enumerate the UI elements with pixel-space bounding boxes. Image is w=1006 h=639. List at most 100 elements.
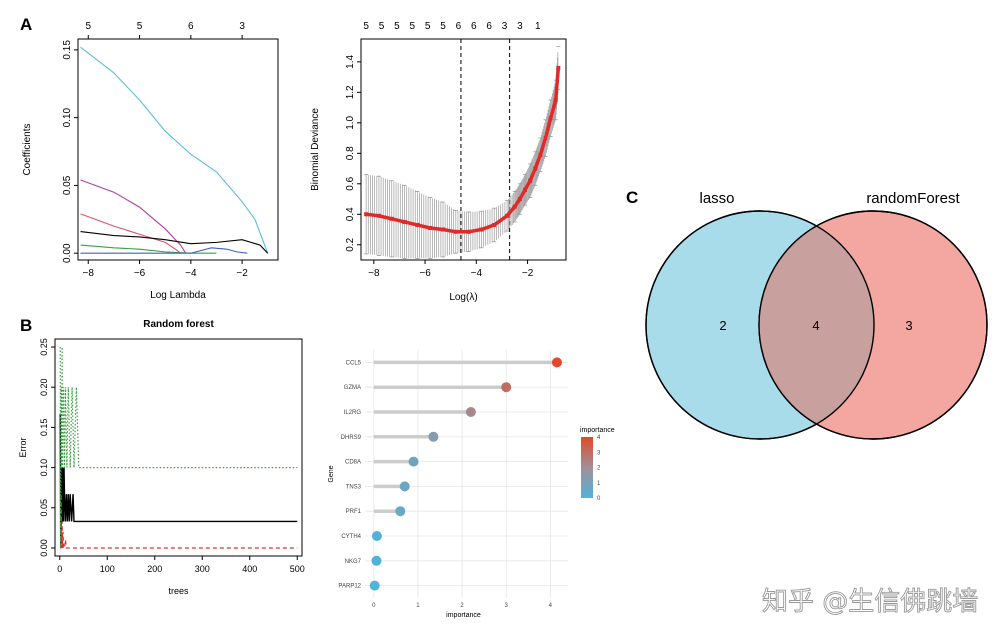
x-tick-label: −2 bbox=[522, 268, 534, 279]
x-tick-label: −4 bbox=[471, 268, 483, 279]
deviance-point bbox=[517, 197, 522, 202]
x-tick-label: 400 bbox=[242, 564, 257, 574]
coef-path-black bbox=[80, 230, 269, 254]
lollipop-point bbox=[369, 580, 380, 591]
x-tick-label: 4 bbox=[549, 603, 553, 609]
error-line-class-1 bbox=[60, 494, 298, 549]
x-tick-label: 500 bbox=[290, 564, 305, 574]
deviance-point bbox=[441, 227, 445, 232]
x-tick-label: 200 bbox=[147, 564, 162, 574]
deviance-point bbox=[505, 213, 510, 218]
top-tick-label: 5 bbox=[137, 21, 143, 32]
x-axis-title: importance bbox=[446, 612, 481, 619]
deviance-point bbox=[389, 216, 394, 221]
top-tick-label: 3 bbox=[239, 21, 245, 32]
y-tick-label: 0.8 bbox=[345, 146, 356, 160]
gene-label: DHRS9 bbox=[341, 435, 362, 441]
gene-label: PRF1 bbox=[346, 509, 362, 515]
coef-path-green bbox=[80, 244, 217, 254]
top-tick-label: 6 bbox=[471, 21, 477, 32]
deviance-point bbox=[548, 116, 553, 121]
chart-title: Random forest bbox=[143, 319, 214, 330]
deviance-point bbox=[538, 152, 543, 157]
y-tick-label: 0.00 bbox=[39, 539, 49, 557]
y-axis-title: Binomial Deviance bbox=[310, 108, 321, 191]
venn-count-lasso-only: 2 bbox=[719, 318, 726, 333]
deviance-point bbox=[402, 219, 407, 224]
y-axis-title: Gene bbox=[328, 465, 335, 482]
legend-colorbar bbox=[581, 437, 593, 498]
gene-label: IL2RG bbox=[344, 410, 362, 416]
venn-count-intersection: 4 bbox=[812, 318, 819, 333]
top-tick-label: 5 bbox=[440, 21, 446, 32]
venn-set-label-randomforest: randomForest bbox=[866, 190, 960, 207]
gene-label: PARP12 bbox=[338, 584, 361, 590]
legend-tick-label: 1 bbox=[597, 481, 601, 487]
venn-count-randomforest-only: 3 bbox=[905, 318, 912, 333]
x-tick-label: 0 bbox=[57, 564, 62, 574]
y-tick-label: 0.20 bbox=[39, 378, 49, 396]
coef-path-purple bbox=[80, 179, 187, 254]
top-tick-label: 5 bbox=[425, 21, 431, 32]
gene-label: CCL5 bbox=[346, 360, 362, 366]
top-tick-label: 6 bbox=[456, 21, 462, 32]
deviance-point bbox=[533, 166, 538, 171]
x-tick-label: −6 bbox=[134, 268, 146, 279]
legend-tick-label: 4 bbox=[597, 435, 601, 441]
x-tick-label: 300 bbox=[195, 564, 210, 574]
legend-title: importance bbox=[580, 427, 615, 434]
deviance-point bbox=[428, 225, 433, 230]
gene-label: GZMA bbox=[344, 385, 361, 391]
x-tick-label: 2 bbox=[460, 603, 464, 609]
plot-frame bbox=[77, 38, 279, 261]
legend-tick-label: 3 bbox=[597, 450, 601, 456]
y-tick-label: 0.05 bbox=[39, 499, 49, 517]
coef-path-cyan bbox=[80, 46, 269, 254]
x-tick-label: 3 bbox=[505, 603, 509, 609]
y-tick-label: 0.15 bbox=[39, 419, 49, 437]
lollipop-point bbox=[501, 382, 512, 393]
x-tick-label: 0 bbox=[372, 603, 376, 609]
y-tick-label: 0.4 bbox=[345, 207, 356, 221]
deviance-point bbox=[553, 97, 558, 102]
legend-tick-label: 2 bbox=[597, 466, 601, 472]
lollipop-point bbox=[551, 357, 562, 368]
deviance-point bbox=[466, 229, 471, 234]
deviance-point bbox=[528, 178, 533, 183]
x-tick-label: −8 bbox=[83, 268, 95, 279]
venn-intersection bbox=[759, 211, 874, 439]
y-tick-label: 1.2 bbox=[345, 85, 356, 99]
top-tick-label: 3 bbox=[517, 21, 523, 32]
deviance-point bbox=[492, 222, 497, 227]
top-tick-label: 6 bbox=[486, 21, 492, 32]
y-tick-label: 0.2 bbox=[345, 237, 356, 251]
top-tick-label: 3 bbox=[502, 21, 508, 32]
deviance-point bbox=[512, 204, 517, 209]
lollipop-point bbox=[371, 555, 382, 566]
deviance-point bbox=[523, 187, 527, 192]
x-tick-label: −8 bbox=[368, 268, 380, 279]
y-axis-title: Error bbox=[18, 437, 28, 457]
deviance-point bbox=[376, 213, 381, 218]
x-tick-label: −6 bbox=[419, 268, 431, 279]
top-tick-label: 5 bbox=[85, 21, 91, 32]
plot-frame bbox=[54, 338, 303, 557]
gene-label: TNS3 bbox=[346, 484, 362, 490]
lollipop-point bbox=[399, 481, 410, 492]
top-tick-label: 5 bbox=[394, 21, 400, 32]
panel-label-c: C bbox=[626, 188, 638, 207]
plot-frame bbox=[360, 38, 567, 261]
y-tick-label: 0.15 bbox=[62, 40, 73, 60]
error-line-class-2 bbox=[59, 347, 298, 548]
deviance-point bbox=[364, 212, 369, 217]
deviance-point bbox=[556, 65, 561, 70]
gene-label: CYTH4 bbox=[341, 534, 361, 540]
top-tick-label: 6 bbox=[188, 21, 194, 32]
y-tick-label: 0.6 bbox=[345, 176, 356, 190]
coef-path-blue bbox=[80, 247, 248, 254]
lollipop-point bbox=[395, 506, 406, 517]
